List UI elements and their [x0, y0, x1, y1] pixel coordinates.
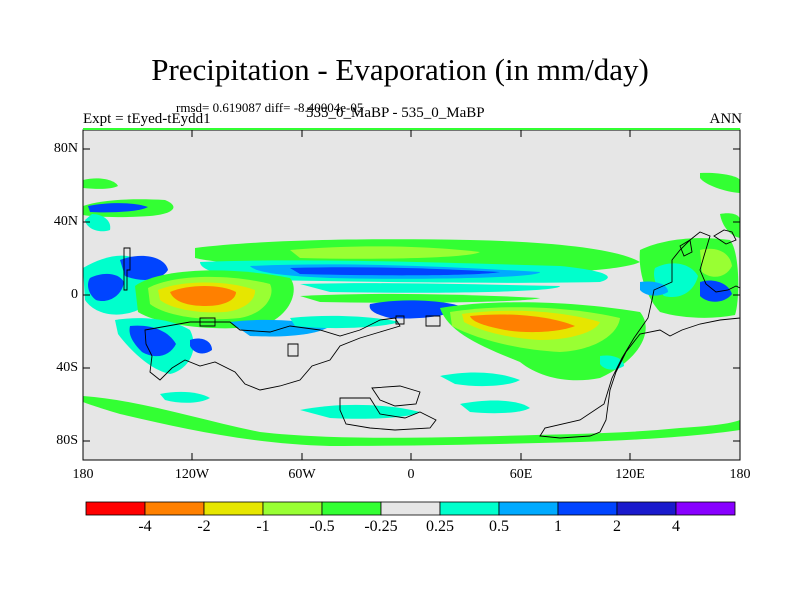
- lat-label: 40S: [56, 360, 78, 375]
- field-patch: [369, 300, 460, 319]
- colorbar-swatch: [85, 501, 146, 516]
- map-title: Precipitation - Evaporation (in mm/day): [151, 52, 649, 87]
- colorbar-label: -4: [138, 518, 152, 535]
- lat-label: 0: [71, 287, 78, 302]
- coastline: [371, 385, 421, 407]
- coastlines: [123, 229, 740, 439]
- field-patch: [190, 338, 212, 354]
- field-patch: [290, 246, 480, 259]
- colorbar-swatch: [321, 501, 382, 516]
- lon-label: 0: [407, 467, 415, 482]
- colorbar-swatch: [262, 501, 323, 516]
- lon-label: 180: [72, 467, 94, 482]
- coastline: [539, 231, 740, 439]
- field-patch: [83, 178, 118, 189]
- field-patch: [460, 400, 530, 414]
- coastline: [425, 315, 441, 327]
- field-patch: [300, 293, 540, 303]
- colorbar-swatch: [439, 501, 500, 516]
- season-label: ANN: [709, 111, 743, 127]
- field-patch: [640, 281, 668, 296]
- field-patch: [83, 396, 740, 446]
- field-patch: [290, 267, 500, 276]
- field-patch: [470, 314, 575, 333]
- field-patch: [85, 214, 111, 232]
- field-patch: [120, 255, 168, 280]
- coastline: [339, 397, 437, 431]
- colorbar-label: 1: [554, 518, 562, 535]
- colorbar-swatch: [144, 501, 205, 516]
- lat-label: 80S: [56, 433, 78, 448]
- runs-label: 535_0_MaBP - 535_0_MaBP: [306, 105, 485, 121]
- colorbar-swatch: [203, 501, 264, 516]
- lat-label: 40N: [53, 214, 78, 229]
- colorbar-swatch: [557, 501, 618, 516]
- coastline: [713, 229, 737, 245]
- colorbar-label: 4: [672, 518, 680, 535]
- lon-label: 60W: [288, 467, 316, 482]
- coastline: [287, 343, 299, 357]
- field-patch: [290, 315, 400, 329]
- field-patch: [88, 203, 148, 213]
- coastline: [144, 317, 401, 391]
- colorbar-swatch: [498, 501, 559, 516]
- field-patch: [700, 172, 740, 193]
- field-patch: [300, 283, 560, 293]
- lon-label: 60E: [509, 467, 533, 482]
- coastline: [123, 247, 131, 291]
- lon-label: 120E: [615, 467, 645, 482]
- axis-ticks: [83, 130, 740, 460]
- colorbar-label: 0.25: [426, 518, 454, 535]
- colorbar-label: -0.25: [364, 518, 398, 535]
- field-patch: [129, 325, 176, 357]
- field-patch: [160, 391, 210, 403]
- field-patch: [88, 273, 124, 302]
- lon-label: 180: [729, 467, 751, 482]
- stats-text: rmsd= 0.619087 diff= -8.40004e-05: [176, 100, 364, 115]
- colorbar-swatch: [380, 501, 441, 516]
- field-patch: [170, 286, 236, 306]
- experiment-label: Expt = tEyed-tEydd1: [83, 111, 211, 127]
- field-patch: [720, 213, 740, 238]
- colorbar-swatch: [675, 501, 736, 516]
- field-patch: [440, 372, 520, 387]
- coastline: [199, 317, 216, 327]
- coastline: [679, 239, 693, 257]
- map-field: [83, 130, 740, 460]
- coastline: [395, 315, 405, 325]
- colorbar-label: -0.5: [309, 518, 335, 535]
- colorbar-label: -1: [256, 518, 270, 535]
- colorbar-label: 0.5: [489, 518, 509, 535]
- colorbar: [85, 501, 736, 516]
- colorbar-label: -2: [197, 518, 211, 535]
- lon-label: 120W: [174, 467, 210, 482]
- field-patch: [700, 248, 732, 277]
- colorbar-swatch: [616, 501, 677, 516]
- lat-label: 80N: [53, 141, 78, 156]
- colorbar-label: 2: [613, 518, 621, 535]
